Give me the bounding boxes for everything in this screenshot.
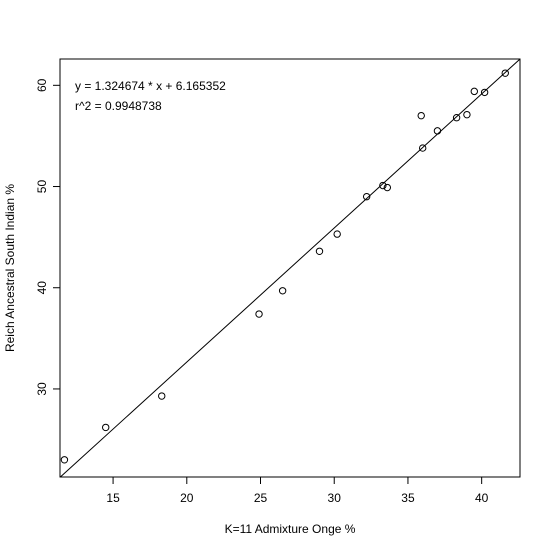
data-point-14	[463, 110, 471, 119]
regression-line	[60, 59, 520, 477]
y-tick-label-2: 50	[35, 180, 49, 194]
y-tick-label-1: 40	[35, 281, 49, 295]
x-tick-label-4: 35	[401, 491, 415, 505]
data-point-13	[452, 114, 461, 122]
annotation-r-squared: r^2 = 0.9948738	[75, 99, 162, 113]
data-point-15	[470, 87, 478, 96]
annotation-equation: y = 1.324674 * x + 6.165352	[75, 79, 226, 93]
x-tick-label-0: 15	[106, 491, 120, 505]
data-point-11	[418, 144, 427, 152]
data-point-17	[501, 69, 509, 77]
data-point-2	[158, 392, 166, 400]
x-axis-label: K=11 Admixture Onge %	[225, 522, 356, 536]
y-tick-label-0: 30	[35, 382, 49, 396]
data-point-16	[480, 88, 489, 97]
data-point-3	[255, 310, 263, 318]
data-point-4	[278, 287, 287, 295]
data-point-1	[102, 423, 110, 432]
x-tick-label-1: 20	[180, 491, 194, 505]
data-point-6	[333, 230, 341, 238]
data-point-7	[362, 192, 371, 201]
x-tick-label-5: 40	[475, 491, 489, 505]
data-point-12	[433, 127, 442, 135]
data-point-0	[60, 456, 69, 464]
plot-frame	[59, 58, 521, 478]
x-tick-label-2: 25	[254, 491, 268, 505]
data-point-5	[315, 247, 324, 256]
y-axis-label: Reich Ancestral South Indian %	[3, 184, 17, 352]
data-point-9	[383, 183, 392, 192]
x-tick-label-3: 30	[328, 491, 342, 505]
data-point-8	[379, 181, 387, 190]
y-axis: 30 40 50 60	[35, 78, 60, 396]
data-points	[60, 69, 509, 464]
data-point-10	[417, 111, 425, 120]
y-tick-label-3: 60	[35, 78, 49, 92]
x-axis: 15 20 25 30 35 40	[106, 477, 489, 505]
